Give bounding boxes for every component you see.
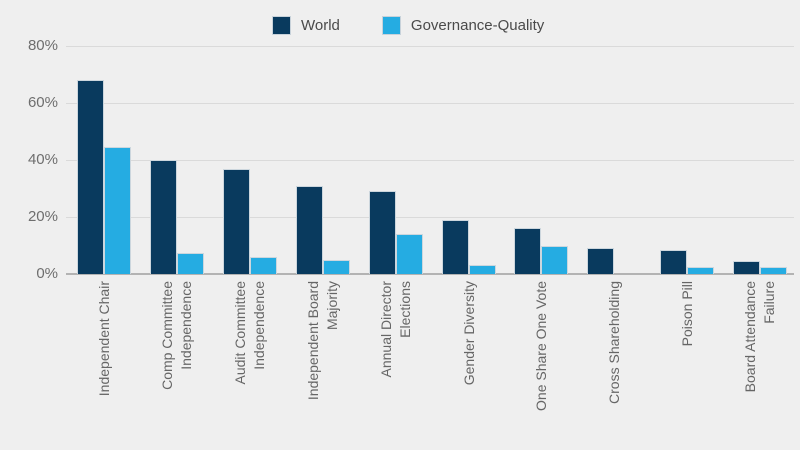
bar-world-poison-pill	[660, 249, 688, 274]
gridline-80pct	[66, 46, 794, 47]
category-label-line: One Share One Vote	[532, 281, 549, 411]
bar-world-audit-committee-independence	[222, 168, 250, 274]
category-label-line: Independent Chair	[95, 281, 112, 397]
x-axis-category-label: One Share One Vote	[515, 281, 567, 449]
x-axis-category-label: Comp Committee Independence	[151, 281, 203, 449]
bar-world-board-attendance-failure	[733, 261, 761, 274]
y-axis-tick-label: 80%	[27, 37, 58, 54]
category-label-line: Poison Pill	[678, 281, 695, 347]
category-label-line: Independence	[177, 281, 194, 370]
y-axis-tick-label: 0%	[36, 265, 58, 282]
category-label-line: Board Attendance	[742, 281, 759, 393]
category-label-line: Audit Committee	[231, 281, 248, 385]
legend-item-governance-quality: Governance-Quality	[381, 16, 545, 35]
bar-governance-quality-audit-committee-independence	[249, 256, 277, 274]
category-label-line: Comp Committee	[158, 281, 175, 390]
x-axis-category-label: Poison Pill	[661, 281, 713, 449]
bar-governance-quality-board-attendance-failure	[760, 266, 788, 274]
x-axis-category-label: Annual Director Elections	[370, 281, 422, 449]
legend-item-world: World	[272, 16, 340, 35]
bar-world-independent-chair	[77, 80, 104, 274]
legend-swatch-world	[272, 16, 291, 35]
category-label-line: Annual Director	[377, 281, 394, 378]
category-label-line: Elections	[396, 281, 413, 338]
bar-world-cross-shareholding	[587, 248, 615, 274]
category-label-line: Independent Board	[304, 281, 321, 401]
y-axis-tick-label: 40%	[27, 151, 58, 168]
category-label-line: Majority	[323, 281, 340, 331]
category-label-line: Independence	[250, 281, 267, 370]
bar-governance-quality-independent-chair	[104, 147, 131, 274]
x-axis-category-label: Independent Board Majority	[297, 281, 349, 449]
bar-world-annual-director-elections	[368, 191, 396, 274]
bar-governance-quality-independent-board-majority	[322, 259, 350, 274]
gridline-40pct	[66, 160, 794, 161]
category-label-line: Gender Diversity	[460, 281, 476, 386]
y-axis-tick-label: 20%	[27, 208, 58, 225]
x-axis-category-label: Audit Committee Independence	[224, 281, 276, 449]
y-axis-tick-label: 60%	[27, 94, 58, 111]
bar-governance-quality-gender-diversity	[468, 265, 496, 274]
gridline-60pct	[66, 103, 794, 104]
bar-world-one-share-one-vote	[514, 228, 542, 274]
legend-swatch-governance-quality	[381, 16, 401, 35]
legend-label-world: World	[301, 17, 340, 34]
category-label-line: Failure	[761, 281, 778, 324]
category-label-line: Cross Shareholding	[605, 281, 622, 404]
bar-governance-quality-one-share-one-vote	[541, 245, 569, 274]
bar-world-gender-diversity	[441, 219, 469, 274]
chart-legend: World Governance-Quality	[272, 16, 544, 35]
legend-label-governance-quality: Governance-Quality	[410, 17, 545, 34]
bar-governance-quality-poison-pill	[687, 266, 715, 274]
x-axis-category-label: Cross Shareholding	[588, 281, 640, 449]
bar-governance-quality-comp-committee-independence	[176, 252, 204, 274]
x-axis-category-label: Board Attendance Failure	[734, 281, 786, 449]
x-axis-category-label: Independent Chair	[78, 281, 130, 449]
bar-governance-quality-annual-director-elections	[395, 234, 423, 274]
x-axis-line	[66, 273, 794, 275]
bar-world-independent-board-majority	[295, 185, 323, 274]
x-axis-category-label: Gender Diversity	[443, 281, 495, 449]
gridline-20pct	[66, 217, 794, 218]
bar-world-comp-committee-independence	[149, 160, 177, 274]
